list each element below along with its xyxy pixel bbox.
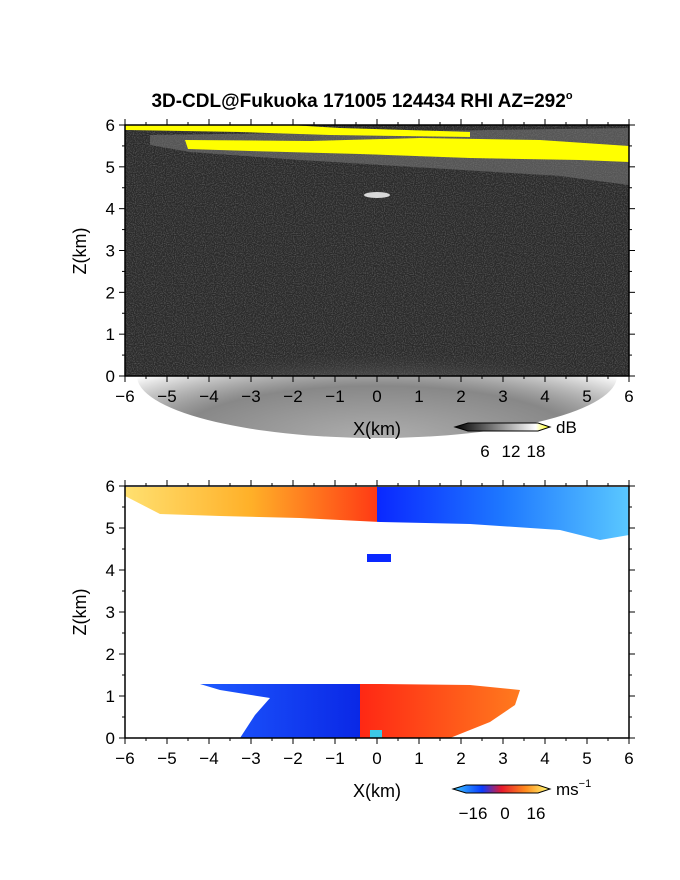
x-tick-label: −4 xyxy=(199,749,218,768)
x-tick-label: −5 xyxy=(157,387,176,406)
x-tick-label: 2 xyxy=(456,749,465,768)
y-tick-label: 1 xyxy=(106,687,115,706)
reflectivity-xlabel: X(km) xyxy=(353,419,401,439)
x-tick-label: −4 xyxy=(199,387,218,406)
x-tick-label: 6 xyxy=(624,387,633,406)
y-tick-label: 5 xyxy=(106,158,115,177)
reflectivity-colorbar-tick: 6 xyxy=(480,442,489,461)
echo-4km xyxy=(364,192,390,198)
reflectivity-colorbar: dB 6 12 18 xyxy=(453,418,577,461)
velocity-ylabel: Z(km) xyxy=(70,589,90,636)
y-tick-label: 3 xyxy=(106,242,115,261)
x-tick-label: −2 xyxy=(283,387,302,406)
x-tick-label: −6 xyxy=(115,749,134,768)
reflectivity-colorbar-unit: dB xyxy=(556,418,577,437)
x-tick-label: −6 xyxy=(115,387,134,406)
velocity-boundary-layer xyxy=(200,684,520,738)
velocity-colorbar-unit: ms−1 xyxy=(556,778,591,799)
x-tick-label: −3 xyxy=(241,749,260,768)
velocity-zero-patch xyxy=(370,730,382,738)
x-tick-label: −1 xyxy=(325,749,344,768)
y-tick-label: 2 xyxy=(106,645,115,664)
x-tick-label: 0 xyxy=(372,387,381,406)
y-tick-label: 0 xyxy=(106,729,115,748)
x-tick-label: 0 xyxy=(372,749,381,768)
reflectivity-colorbar-tick: 18 xyxy=(527,442,546,461)
reflectivity-ticks: −6 −5 −4 −3 −2 −1 0 1 2 3 4 5 6 0 1 2 3 4 5 6 xyxy=(106,116,635,406)
y-tick-label: 4 xyxy=(106,200,115,219)
x-tick-label: 4 xyxy=(540,387,549,406)
y-tick-label: 0 xyxy=(106,367,115,386)
x-tick-label: 4 xyxy=(540,749,549,768)
cloud-layer-yellow xyxy=(185,138,629,162)
velocity-panel: −6 −5 −4 −3 −2 −1 0 1 2 3 4 5 6 0 1 2 3 4 5 6 X(km) Z(km) m… xyxy=(70,477,635,823)
velocity-echo-4km xyxy=(367,554,391,562)
y-tick-label: 6 xyxy=(106,116,115,135)
x-tick-label: 3 xyxy=(498,387,507,406)
reflectivity-ylabel: Z(km) xyxy=(70,228,90,275)
x-tick-label: −3 xyxy=(241,387,260,406)
x-tick-label: 5 xyxy=(582,387,591,406)
velocity-colorbar-tick: 0 xyxy=(500,804,509,823)
y-tick-label: 1 xyxy=(106,325,115,344)
reflectivity-colorbar-tick: 12 xyxy=(502,442,521,461)
x-tick-label: 3 xyxy=(498,749,507,768)
figure-title: 3D-CDL@Fukuoka 171005 124434 RHI AZ=292o xyxy=(151,90,572,112)
x-tick-label: 5 xyxy=(582,749,591,768)
velocity-xlabel: X(km) xyxy=(353,781,401,801)
x-tick-label: −5 xyxy=(157,749,176,768)
y-tick-label: 5 xyxy=(106,519,115,538)
y-tick-label: 6 xyxy=(106,477,115,496)
velocity-colorbar-tick: −16 xyxy=(459,804,488,823)
y-tick-label: 4 xyxy=(106,561,115,580)
x-tick-label: 6 xyxy=(624,749,633,768)
cloud-layer-top-yellow xyxy=(125,125,470,137)
y-tick-label: 3 xyxy=(106,603,115,622)
velocity-ticks: −6 −5 −4 −3 −2 −1 0 1 2 3 4 5 6 0 1 2 3 4 5 6 xyxy=(106,477,635,768)
y-tick-label: 2 xyxy=(106,283,115,302)
velocity-colorbar-tick: 16 xyxy=(527,804,546,823)
x-tick-label: −2 xyxy=(283,749,302,768)
velocity-plot-area xyxy=(125,486,629,738)
x-tick-label: −1 xyxy=(325,387,344,406)
velocity-cloud-layer xyxy=(125,487,629,540)
x-tick-label: 2 xyxy=(456,387,465,406)
x-tick-label: 1 xyxy=(414,749,423,768)
velocity-colorbar: ms−1 −16 0 16 xyxy=(451,778,591,823)
x-tick-label: 1 xyxy=(414,387,423,406)
